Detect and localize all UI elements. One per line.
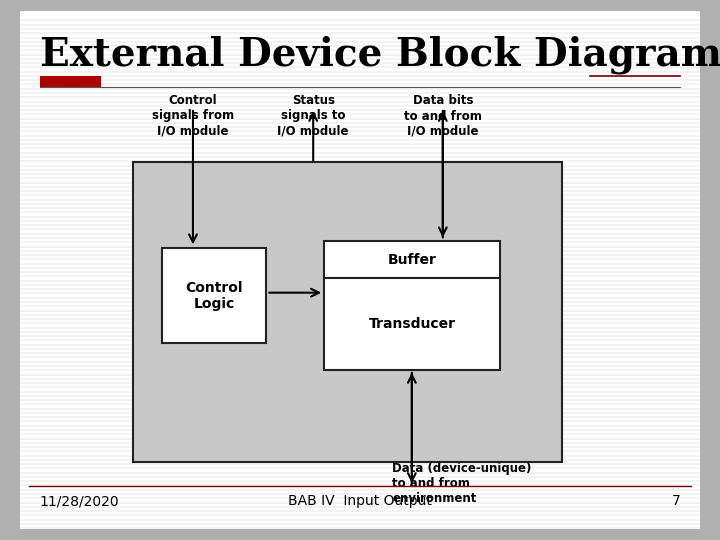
Bar xyxy=(133,162,562,462)
Text: Transducer: Transducer xyxy=(369,317,456,331)
Text: External Device Block Diagram: External Device Block Diagram xyxy=(40,35,720,73)
Text: BAB IV  Input Output: BAB IV Input Output xyxy=(288,494,432,508)
Text: 7: 7 xyxy=(672,494,680,508)
Text: Control
Logic: Control Logic xyxy=(186,281,243,310)
Text: Data (device-unique)
to and from
environment: Data (device-unique) to and from environ… xyxy=(392,462,532,505)
Bar xyxy=(324,241,500,278)
Bar xyxy=(324,278,500,370)
Text: 11/28/2020: 11/28/2020 xyxy=(40,494,120,508)
Text: Control
signals from
I/O module: Control signals from I/O module xyxy=(152,94,234,138)
Text: Status
signals to
I/O module: Status signals to I/O module xyxy=(277,94,349,138)
Text: Data bits
to and from
I/O module: Data bits to and from I/O module xyxy=(404,94,482,138)
Text: Buffer: Buffer xyxy=(388,253,436,267)
Bar xyxy=(162,248,266,343)
Bar xyxy=(40,76,101,87)
